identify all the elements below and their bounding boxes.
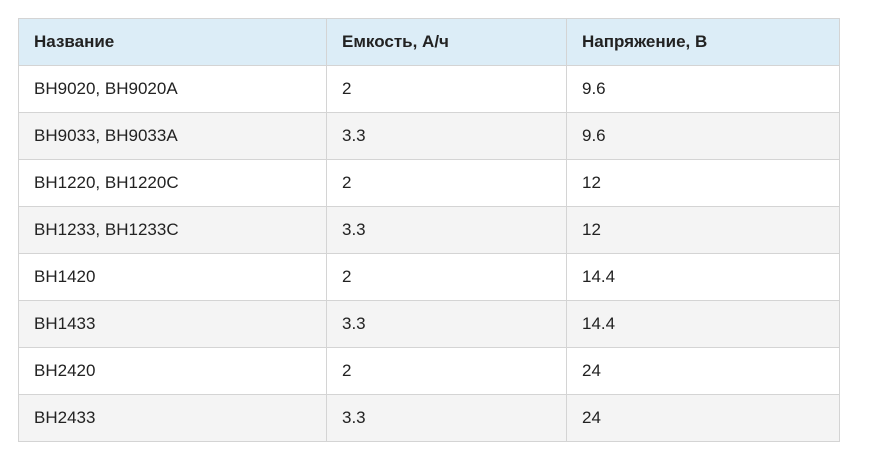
header-row: Название Емкость, А/ч Напряжение, В [18,18,840,66]
table-cell: BH9033, BH9033A [18,112,327,160]
table-header: Название Емкость, А/ч Напряжение, В [18,18,840,66]
table-row: BH9020, BH9020A 2 9.6 [18,65,840,113]
battery-table: Название Емкость, А/ч Напряжение, В BH9020… [18,18,840,442]
table-row: BH2433 3.3 24 [18,394,840,442]
table-row: BH2420 2 24 [18,347,840,395]
header-cell: Напряжение, В [566,18,840,66]
table-cell: 14.4 [566,300,840,348]
table-cell: 24 [566,347,840,395]
table-row: BH9033, BH9033A 3.3 9.6 [18,112,840,160]
table-cell: BH1433 [18,300,327,348]
table-cell: BH2433 [18,394,327,442]
table-cell: 3.3 [326,300,567,348]
table-row: BH1220, BH1220C 2 12 [18,159,840,207]
table-cell: 3.3 [326,394,567,442]
table-cell: 9.6 [566,65,840,113]
table-row: BH1420 2 14.4 [18,253,840,301]
table-row: BH1433 3.3 14.4 [18,300,840,348]
table-cell: 9.6 [566,112,840,160]
table-cell: 2 [326,347,567,395]
table-cell: 12 [566,206,840,254]
table-cell: 2 [326,159,567,207]
table-body: BH9020, BH9020A 2 9.6 BH9033, BH9033A 3.3 9.6… [18,65,840,442]
table-cell: BH1420 [18,253,327,301]
table-cell: BH2420 [18,347,327,395]
table-cell: 3.3 [326,206,567,254]
table-cell: 2 [326,253,567,301]
table-cell: BH1220, BH1220C [18,159,327,207]
table-cell: 14.4 [566,253,840,301]
table-row: BH1233, BH1233C 3.3 12 [18,206,840,254]
table-cell: 24 [566,394,840,442]
table-cell: 12 [566,159,840,207]
header-cell: Название [18,18,327,66]
table-cell: BH9020, BH9020A [18,65,327,113]
table-cell: 3.3 [326,112,567,160]
table-cell: 2 [326,65,567,113]
header-cell: Емкость, А/ч [326,18,567,66]
table-cell: BH1233, BH1233C [18,206,327,254]
